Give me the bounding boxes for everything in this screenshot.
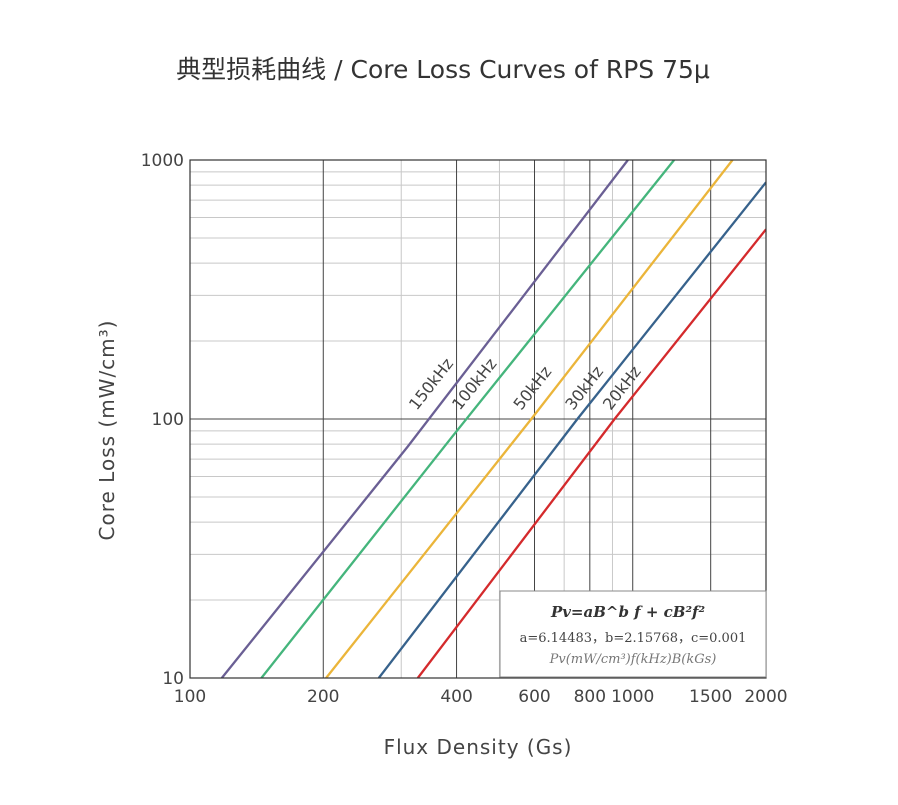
x-tick-label: 1500 (689, 687, 732, 707)
x-tick-label: 600 (518, 687, 550, 707)
curves (220, 160, 766, 678)
x-tick-label: 1000 (611, 687, 654, 707)
y-tick-label: 1000 (141, 151, 184, 171)
series-line (416, 228, 766, 678)
y-axis-label: Core Loss (mW/cm³) (95, 320, 119, 541)
formula-coefficients: a=6.14483，b=2.15768，c=0.001 (520, 631, 747, 646)
x-axis-label: Flux Density (Gs) (384, 735, 573, 759)
chart-title: 典型损耗曲线 / Core Loss Curves of RPS 75μ (176, 55, 710, 84)
x-tick-label: 400 (440, 687, 472, 707)
y-tick-label: 10 (162, 669, 184, 689)
series-line (377, 181, 766, 678)
plot-frame (189, 159, 767, 679)
series-label: 150kHz (405, 354, 457, 413)
series-label: 50kHz (509, 362, 555, 413)
x-tick-label: 200 (307, 687, 339, 707)
x-tick-label: 2000 (744, 687, 787, 707)
formula-box: Pv=aB^b f + cB²f² a=6.14483，b=2.15768，c=… (499, 590, 767, 678)
formula-frame (499, 590, 767, 678)
formula-units: Pv(mW/cm³)f(kHz)B(kGs) (549, 652, 717, 667)
series-line (260, 160, 675, 678)
series-line (220, 160, 629, 678)
series-label: 20kHz (599, 362, 645, 413)
x-tick-label: 100 (174, 687, 206, 707)
series-line (325, 160, 734, 678)
x-tick-label: 800 (574, 687, 606, 707)
formula-main: Pv=aB^b f + cB²f² (550, 603, 706, 621)
y-tick-label: 100 (152, 410, 184, 430)
